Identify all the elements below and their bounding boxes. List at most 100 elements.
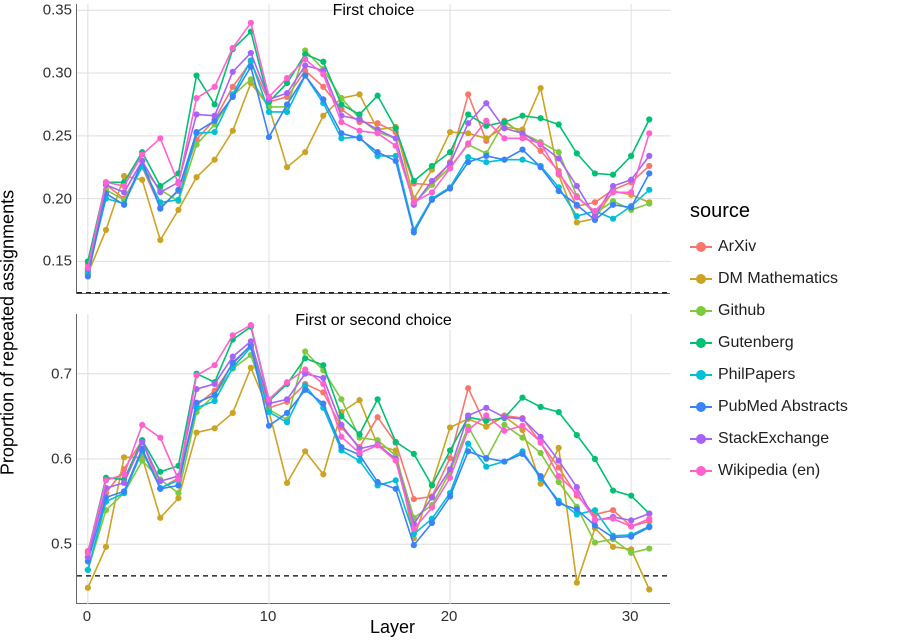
data-point — [646, 170, 652, 176]
data-point — [103, 227, 109, 233]
data-point — [628, 517, 634, 523]
data-point — [411, 178, 417, 184]
data-point — [519, 394, 525, 400]
data-point — [139, 439, 145, 445]
data-point — [501, 157, 507, 163]
data-point — [556, 149, 562, 155]
data-point — [646, 545, 652, 551]
data-point — [628, 523, 634, 529]
legend-item: ArXiv — [690, 231, 890, 263]
data-point — [356, 431, 362, 437]
data-point — [85, 273, 91, 279]
data-point — [393, 158, 399, 164]
data-point — [483, 118, 489, 124]
data-point — [193, 174, 199, 180]
x-axis-label: Layer — [370, 617, 415, 638]
legend-label: Wikipedia (en) — [718, 462, 820, 480]
data-point — [465, 159, 471, 165]
data-point — [592, 170, 598, 176]
legend-label: Gutenberg — [718, 334, 794, 352]
data-point — [429, 482, 435, 488]
panel-first-choice: First choice — [76, 4, 670, 294]
data-point — [338, 119, 344, 125]
data-point — [375, 93, 381, 99]
data-point — [157, 486, 163, 492]
legend-items: ArXivDM MathematicsGithubGutenbergPhilPa… — [690, 231, 890, 487]
data-point — [338, 101, 344, 107]
data-point — [375, 396, 381, 402]
data-point — [320, 96, 326, 102]
legend-swatch — [690, 238, 712, 256]
data-point — [574, 202, 580, 208]
legend-item: StackExchange — [690, 423, 890, 455]
data-point — [556, 479, 562, 485]
data-point — [574, 490, 580, 496]
data-point — [356, 91, 362, 97]
data-point — [574, 506, 580, 512]
data-point — [574, 183, 580, 189]
data-point — [320, 59, 326, 65]
data-point — [447, 424, 453, 430]
data-point — [375, 479, 381, 485]
data-point — [338, 422, 344, 428]
series-line — [88, 62, 649, 264]
data-point — [592, 507, 598, 513]
data-point — [338, 396, 344, 402]
data-point — [610, 202, 616, 208]
legend-swatch — [690, 462, 712, 480]
data-point — [157, 515, 163, 521]
data-point — [574, 580, 580, 586]
data-point — [284, 101, 290, 107]
data-point — [157, 189, 163, 195]
data-point — [85, 585, 91, 591]
data-point — [230, 410, 236, 416]
data-point — [302, 56, 308, 62]
data-point — [538, 473, 544, 479]
panel-title-second: First or second choice — [295, 312, 452, 330]
data-point — [320, 375, 326, 381]
data-point — [592, 456, 598, 462]
x-tick-label: 30 — [622, 608, 639, 625]
data-point — [175, 180, 181, 186]
data-point — [556, 409, 562, 415]
data-point — [592, 208, 598, 214]
data-point — [646, 201, 652, 207]
data-point — [320, 471, 326, 477]
data-point — [429, 178, 435, 184]
data-point — [320, 362, 326, 368]
series-line — [88, 346, 649, 562]
data-point — [465, 441, 471, 447]
data-point — [266, 94, 272, 100]
data-point — [121, 471, 127, 477]
data-point — [610, 487, 616, 493]
legend-label: PhilPapers — [718, 366, 795, 384]
data-point — [302, 387, 308, 393]
data-point — [447, 475, 453, 481]
chart-first-or-second — [77, 314, 671, 604]
data-point — [628, 550, 634, 556]
data-point — [248, 64, 254, 70]
data-point — [266, 109, 272, 115]
data-point — [483, 159, 489, 165]
data-point — [646, 586, 652, 592]
data-point — [393, 439, 399, 445]
data-point — [501, 135, 507, 141]
data-point — [556, 500, 562, 506]
data-point — [230, 94, 236, 100]
data-point — [230, 332, 236, 338]
data-point — [393, 143, 399, 149]
data-point — [356, 128, 362, 134]
data-point — [193, 429, 199, 435]
data-point — [447, 493, 453, 499]
data-point — [248, 338, 254, 344]
legend-label: DM Mathematics — [718, 270, 838, 288]
data-point — [103, 544, 109, 550]
data-point — [175, 197, 181, 203]
data-point — [610, 516, 616, 522]
data-point — [284, 379, 290, 385]
legend-label: ArXiv — [718, 238, 756, 256]
data-point — [139, 422, 145, 428]
y-axis-label: Proportion of repeated assignments — [0, 190, 19, 475]
data-point — [212, 362, 218, 368]
legend-swatch — [690, 398, 712, 416]
